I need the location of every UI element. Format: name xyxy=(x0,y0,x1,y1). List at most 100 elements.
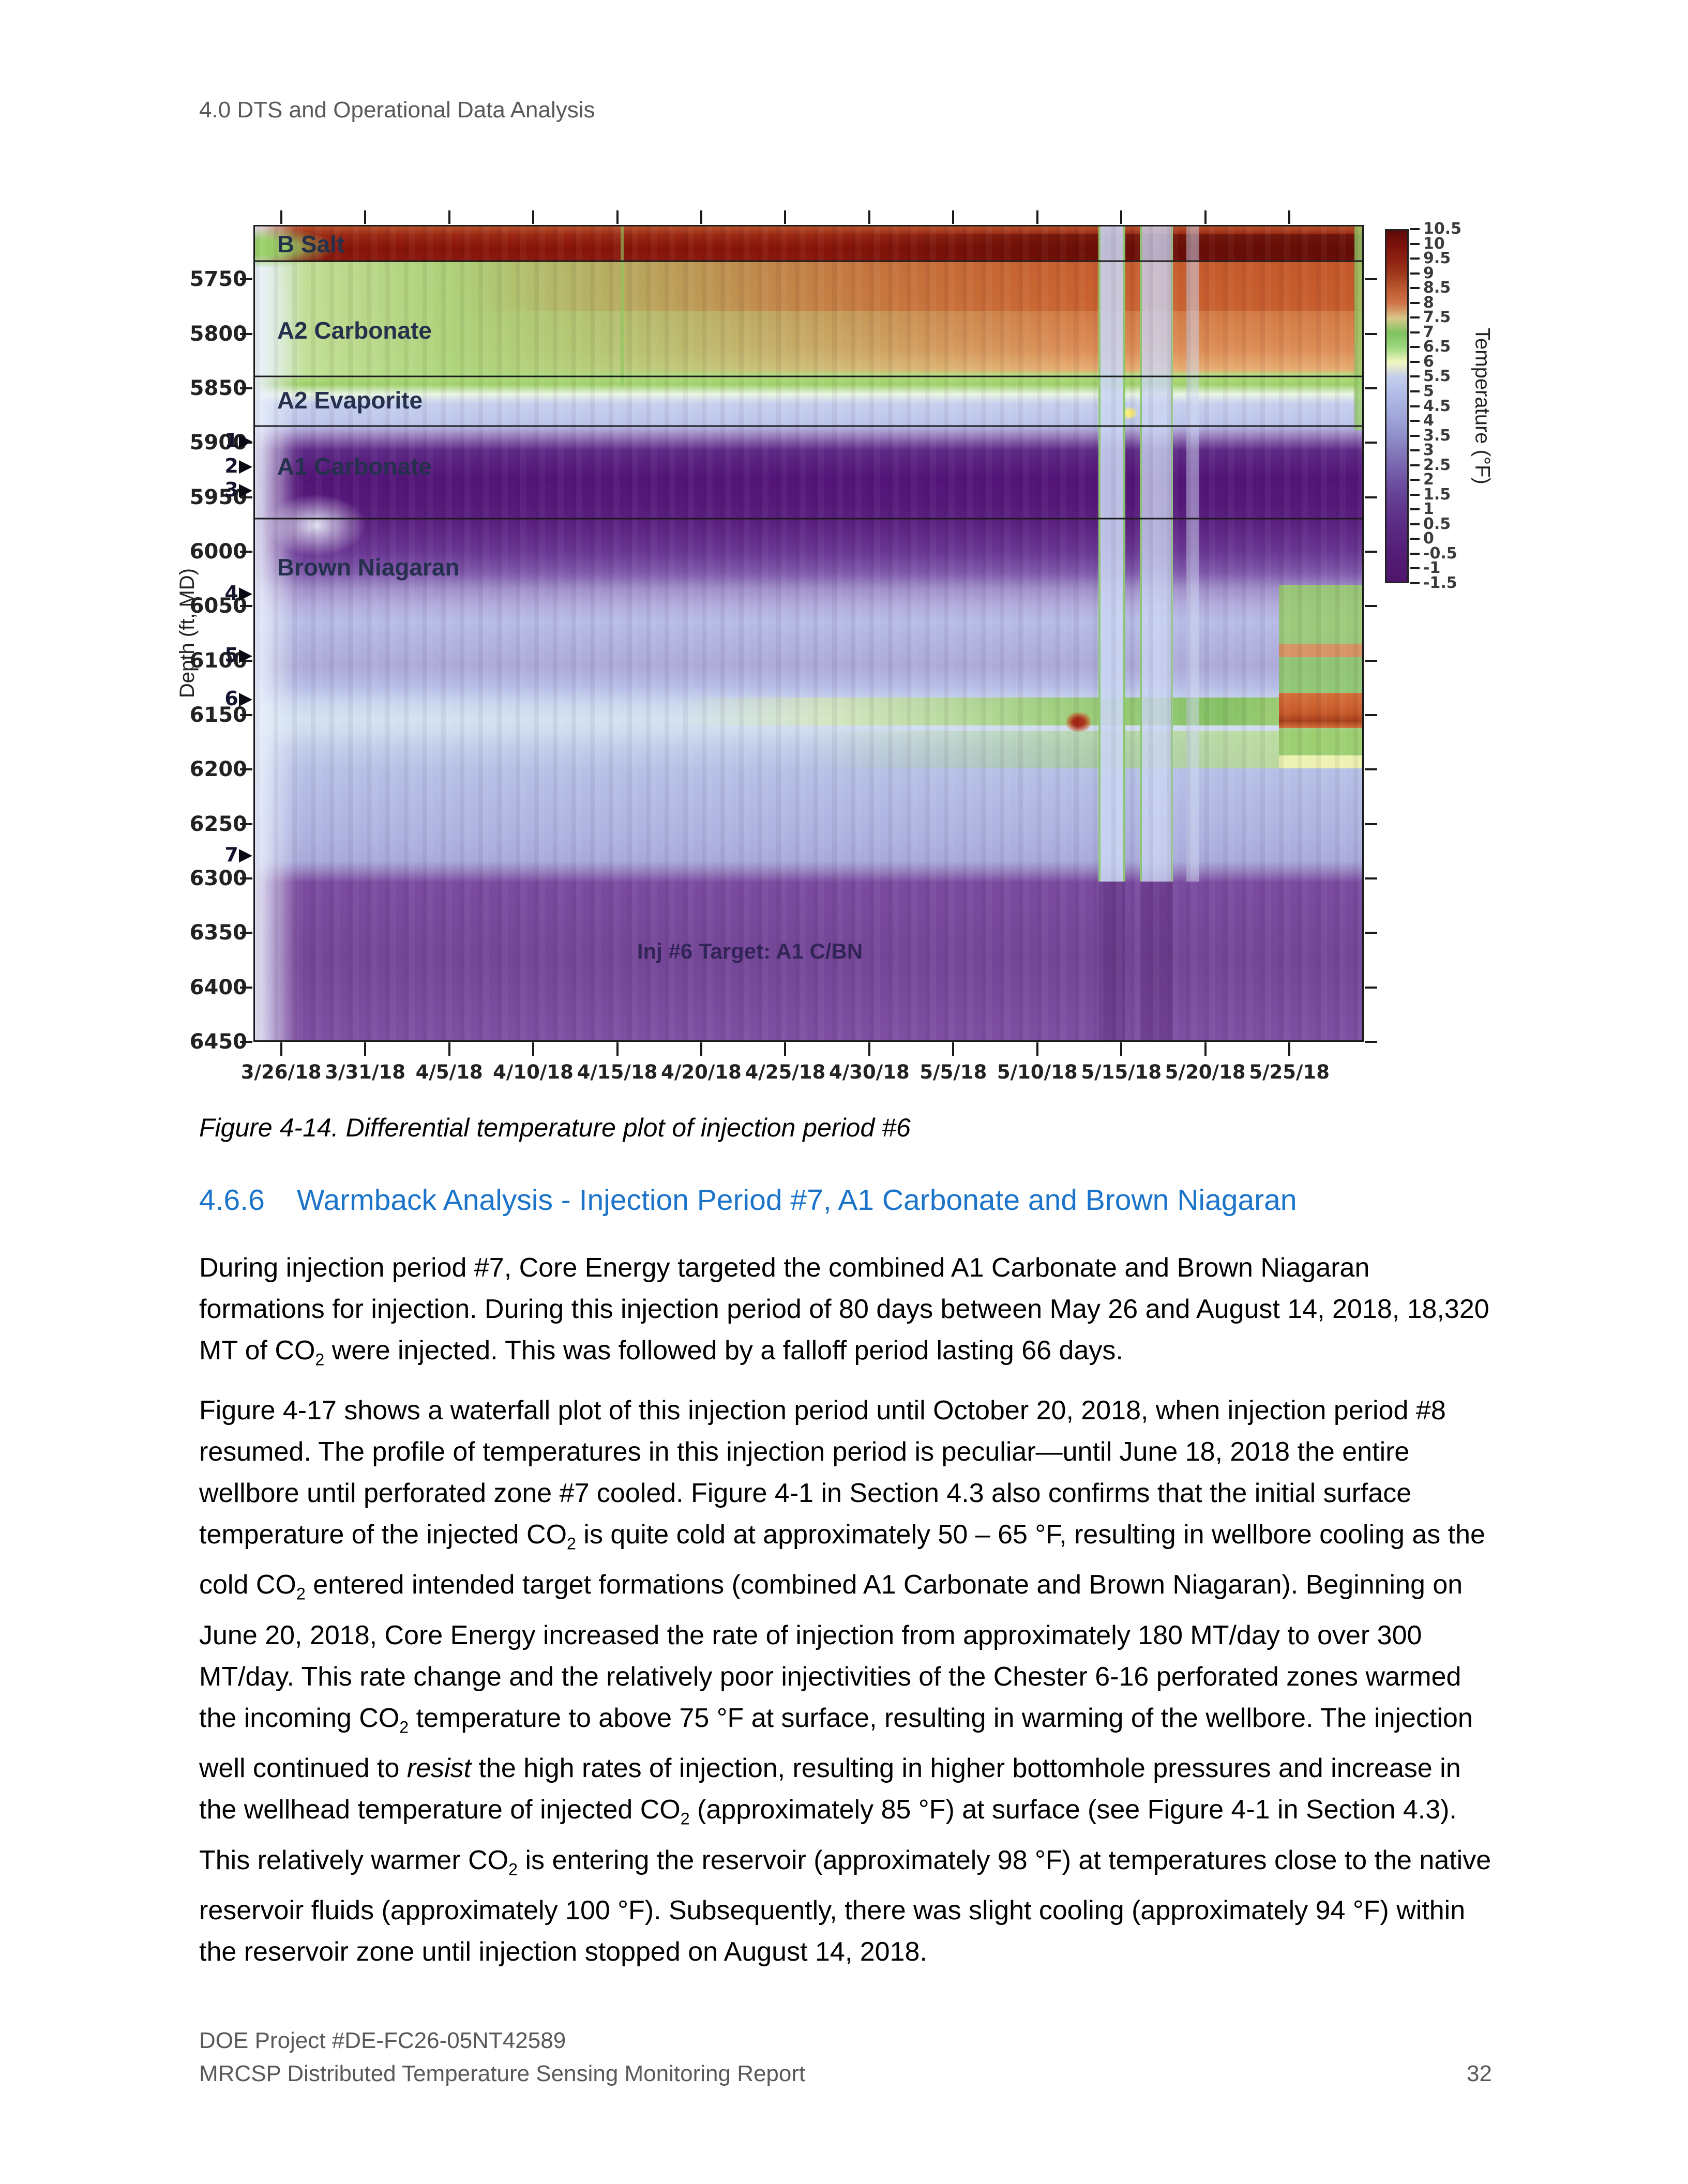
colorbar-tick-label: 1.5 xyxy=(1423,485,1451,504)
x-tick-label: 5/15/18 xyxy=(1081,1061,1162,1083)
x-tick-mark xyxy=(1120,210,1123,224)
x-tick-mark xyxy=(364,210,367,224)
perforation-arrow-icon: ▶ xyxy=(238,431,252,451)
colorbar-tick-label: 0.5 xyxy=(1423,514,1451,533)
colorbar-tick-mark xyxy=(1410,567,1420,570)
colorbar-tick-marks xyxy=(1410,228,1420,584)
paragraph-2-text: entered intended target formations (comb… xyxy=(199,1570,1463,1733)
perforation-marker-number: 7 xyxy=(224,843,238,866)
y-tick-mark xyxy=(1365,278,1377,281)
colorbar-tick-mark xyxy=(1410,346,1420,348)
y-axis-tick-marks-left xyxy=(240,225,252,1043)
emphasis-resist: resist xyxy=(406,1753,472,1784)
x-tick-mark xyxy=(700,1042,702,1056)
heatmap-late-warm-band-5 xyxy=(1279,727,1362,756)
footer-project: DOE Project #DE-FC26-05NT42589 xyxy=(199,2028,566,2053)
perforation-marker-number: 3 xyxy=(224,478,238,501)
x-tick-mark xyxy=(868,210,870,224)
y-tick-label: 5950 xyxy=(189,485,247,509)
paragraph-2-text: is entering the reservoir (approximately… xyxy=(199,1845,1491,1967)
perforation-arrow-icon: ▶ xyxy=(238,689,252,709)
colorbar-tick-mark xyxy=(1410,552,1420,555)
colorbar-tick-label: 8.5 xyxy=(1423,279,1451,297)
x-tick-mark xyxy=(700,210,702,224)
heatmap-late-warm-band-6 xyxy=(1279,755,1362,769)
perforation-marker-6: 6▶ xyxy=(224,687,252,710)
y-tick-mark xyxy=(240,496,252,498)
perforation-arrow-icon: ▶ xyxy=(238,844,252,865)
x-tick-mark xyxy=(784,210,787,224)
perforation-arrow-icon: ▶ xyxy=(238,479,252,499)
y-axis-tick-labels: 5750 5800 5850 5900 5950 6000 6050 6100 6150 6200… xyxy=(155,225,247,1054)
colorbar-tick-label: -0.5 xyxy=(1423,544,1457,563)
paragraph-2-text: (approximately 85 °F) at surface (see Fi… xyxy=(199,1795,1457,1875)
perforation-marker-number: 1 xyxy=(224,429,238,452)
colorbar-tick-mark xyxy=(1410,493,1420,496)
x-tick-label: 4/30/18 xyxy=(828,1061,910,1083)
x-tick-label: 4/25/18 xyxy=(745,1061,826,1083)
colorbar-tick-mark xyxy=(1410,242,1420,245)
x-axis-tick-labels: 3/26/18 3/31/18 4/5/18 4/10/18 4/15/18 4/20/1… xyxy=(241,1061,1364,1087)
co2-subscript: 2 xyxy=(508,1859,518,1878)
y-tick-mark xyxy=(240,442,252,444)
y-tick-label: 6150 xyxy=(189,703,247,727)
colorbar-tick-label: 0 xyxy=(1423,529,1434,548)
x-tick-label: 5/5/18 xyxy=(920,1061,987,1083)
colorbar-tick-label: 3 xyxy=(1423,441,1434,460)
heatmap-late-warm-band-3 xyxy=(1279,657,1362,693)
heatmap-yellow-spot xyxy=(1122,407,1138,420)
heatmap-bsalt-hot-region xyxy=(808,234,1362,260)
y-tick-mark xyxy=(240,932,252,934)
y-tick-mark xyxy=(240,332,252,335)
footer-page-number: 32 xyxy=(1467,2061,1492,2086)
heatmap-plot: B Salt A2 Carbonate A2 Evaporite A1 Carbona… xyxy=(253,225,1364,1042)
formation-boundary-line xyxy=(255,260,1362,262)
formation-label: A2 Evaporite xyxy=(277,386,423,414)
heatmap-red-hotspot xyxy=(1066,712,1091,732)
x-tick-mark xyxy=(448,210,450,224)
x-tick-mark xyxy=(952,1042,955,1056)
x-tick-mark xyxy=(1036,210,1038,224)
y-tick-label: 6000 xyxy=(189,540,247,564)
heatmap-warm-streak-6150 xyxy=(675,697,1362,725)
paragraph-2-text: the high rates of injection, resulting i… xyxy=(199,1753,1461,1825)
x-tick-mark xyxy=(448,1042,450,1056)
co2-subscript: 2 xyxy=(296,1584,306,1603)
colorbar-tick-mark xyxy=(1410,316,1420,319)
x-tick-label: 5/20/18 xyxy=(1165,1061,1246,1083)
colorbar-tick-mark xyxy=(1410,420,1420,422)
heatmap-shutin-column-1-bottom xyxy=(1098,882,1125,1040)
formation-label: B Salt xyxy=(277,230,345,257)
colorbar-tick-label: 9 xyxy=(1423,264,1434,282)
paragraph-2-text: Figure 4-17 shows a waterfall plot of th… xyxy=(199,1396,1446,1550)
x-tick-mark xyxy=(532,1042,535,1056)
colorbar-tick-mark xyxy=(1410,360,1420,363)
colorbar-tick-mark xyxy=(1410,582,1420,584)
x-tick-label: 5/25/18 xyxy=(1249,1061,1330,1083)
y-tick-mark xyxy=(240,1041,252,1043)
colorbar-tick-label: 2 xyxy=(1423,471,1434,489)
y-axis-tick-marks-right xyxy=(1365,225,1377,1043)
y-tick-mark xyxy=(1365,551,1377,553)
paragraph-1-text: During injection period #7, Core Energy … xyxy=(199,1253,1489,1366)
colorbar-tick-label: 8 xyxy=(1423,293,1434,312)
section-heading: 4.6.6 Warmback Analysis - Injection Peri… xyxy=(199,1183,1544,1217)
perforation-marker-1: 1▶ xyxy=(224,429,252,452)
perforation-marker-number: 2 xyxy=(224,454,238,477)
colorbar-tick-label: -1.5 xyxy=(1423,574,1457,592)
x-axis-tick-marks-bottom xyxy=(253,1042,1364,1056)
perforation-marker-4: 4▶ xyxy=(224,582,252,604)
perforation-marker-5: 5▶ xyxy=(224,644,252,666)
heatmap-annotations-overlay: B Salt A2 Carbonate A2 Evaporite A1 Carbona… xyxy=(255,226,1362,1040)
x-tick-label: 3/31/18 xyxy=(325,1061,406,1083)
colorbar-tick-label: -1 xyxy=(1423,559,1441,578)
x-tick-mark xyxy=(1288,1042,1291,1056)
co2-subscript: 2 xyxy=(399,1718,409,1737)
y-tick-mark xyxy=(240,986,252,989)
y-tick-label: 5750 xyxy=(189,267,247,292)
colorbar-tick-label: 4.5 xyxy=(1423,397,1451,415)
x-tick-label: 4/10/18 xyxy=(493,1061,574,1083)
co2-subscript: 2 xyxy=(567,1534,576,1553)
y-tick-mark xyxy=(240,387,252,389)
